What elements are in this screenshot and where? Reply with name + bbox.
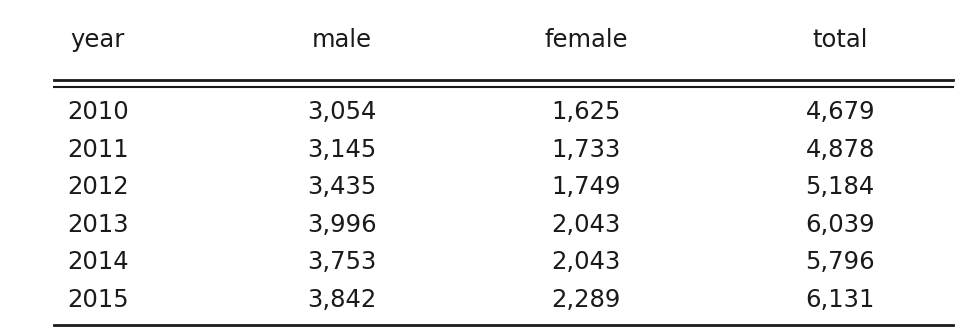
Text: female: female	[544, 28, 628, 52]
Text: 3,054: 3,054	[307, 100, 377, 124]
Text: 5,184: 5,184	[806, 175, 874, 199]
Text: 6,131: 6,131	[805, 288, 875, 312]
Text: 6,039: 6,039	[805, 213, 875, 237]
Text: 2014: 2014	[66, 250, 129, 274]
Text: 4,679: 4,679	[805, 100, 875, 124]
Text: 3,435: 3,435	[308, 175, 376, 199]
Text: 1,749: 1,749	[551, 175, 621, 199]
Text: 1,733: 1,733	[551, 138, 621, 162]
Text: 3,842: 3,842	[308, 288, 376, 312]
Text: 3,753: 3,753	[307, 250, 377, 274]
Text: year: year	[70, 28, 125, 52]
Text: 3,996: 3,996	[307, 213, 377, 237]
Text: 2,043: 2,043	[551, 250, 621, 274]
Text: total: total	[813, 28, 868, 52]
Text: 2013: 2013	[66, 213, 129, 237]
Text: male: male	[312, 28, 372, 52]
Text: 2011: 2011	[66, 138, 129, 162]
Text: 2010: 2010	[66, 100, 129, 124]
Text: 4,878: 4,878	[805, 138, 875, 162]
Text: 1,625: 1,625	[551, 100, 621, 124]
Text: 2012: 2012	[66, 175, 129, 199]
Text: 2,289: 2,289	[551, 288, 621, 312]
Text: 3,145: 3,145	[308, 138, 376, 162]
Text: 2015: 2015	[66, 288, 129, 312]
Text: 2,043: 2,043	[551, 213, 621, 237]
Text: 5,796: 5,796	[805, 250, 875, 274]
